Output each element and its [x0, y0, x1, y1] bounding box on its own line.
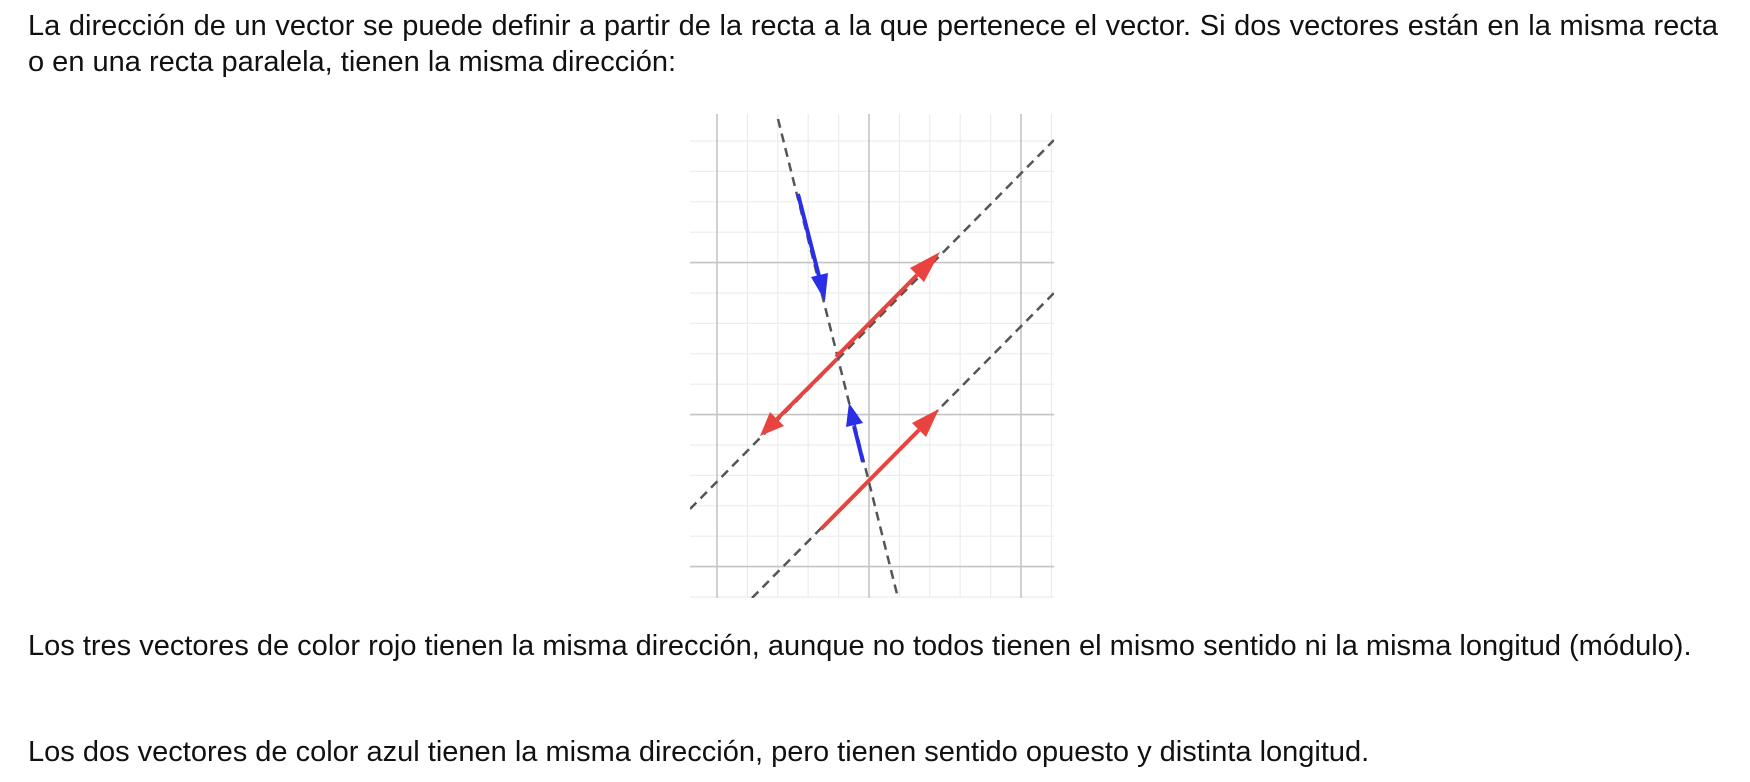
dashed-line-left-red — [690, 139, 1054, 510]
red-vector-lower-left — [760, 357, 839, 436]
intro-paragraph: La dirección de un vector se puede defin… — [28, 10, 1718, 78]
red-vector-upper-right — [834, 252, 940, 359]
vector-direction-figure — [690, 114, 1054, 598]
blue-vector-up — [846, 403, 865, 463]
red-vector-lower-right — [819, 409, 939, 531]
red-vectors-paragraph: Los tres vectores de color rojo tienen l… — [28, 630, 1692, 662]
blue-vector-down — [796, 193, 828, 301]
blue-vectors-paragraph: Los dos vectores de color azul tienen la… — [28, 736, 1370, 768]
grid-minor-lines — [690, 114, 1054, 598]
grid-major-lines — [690, 114, 1054, 598]
